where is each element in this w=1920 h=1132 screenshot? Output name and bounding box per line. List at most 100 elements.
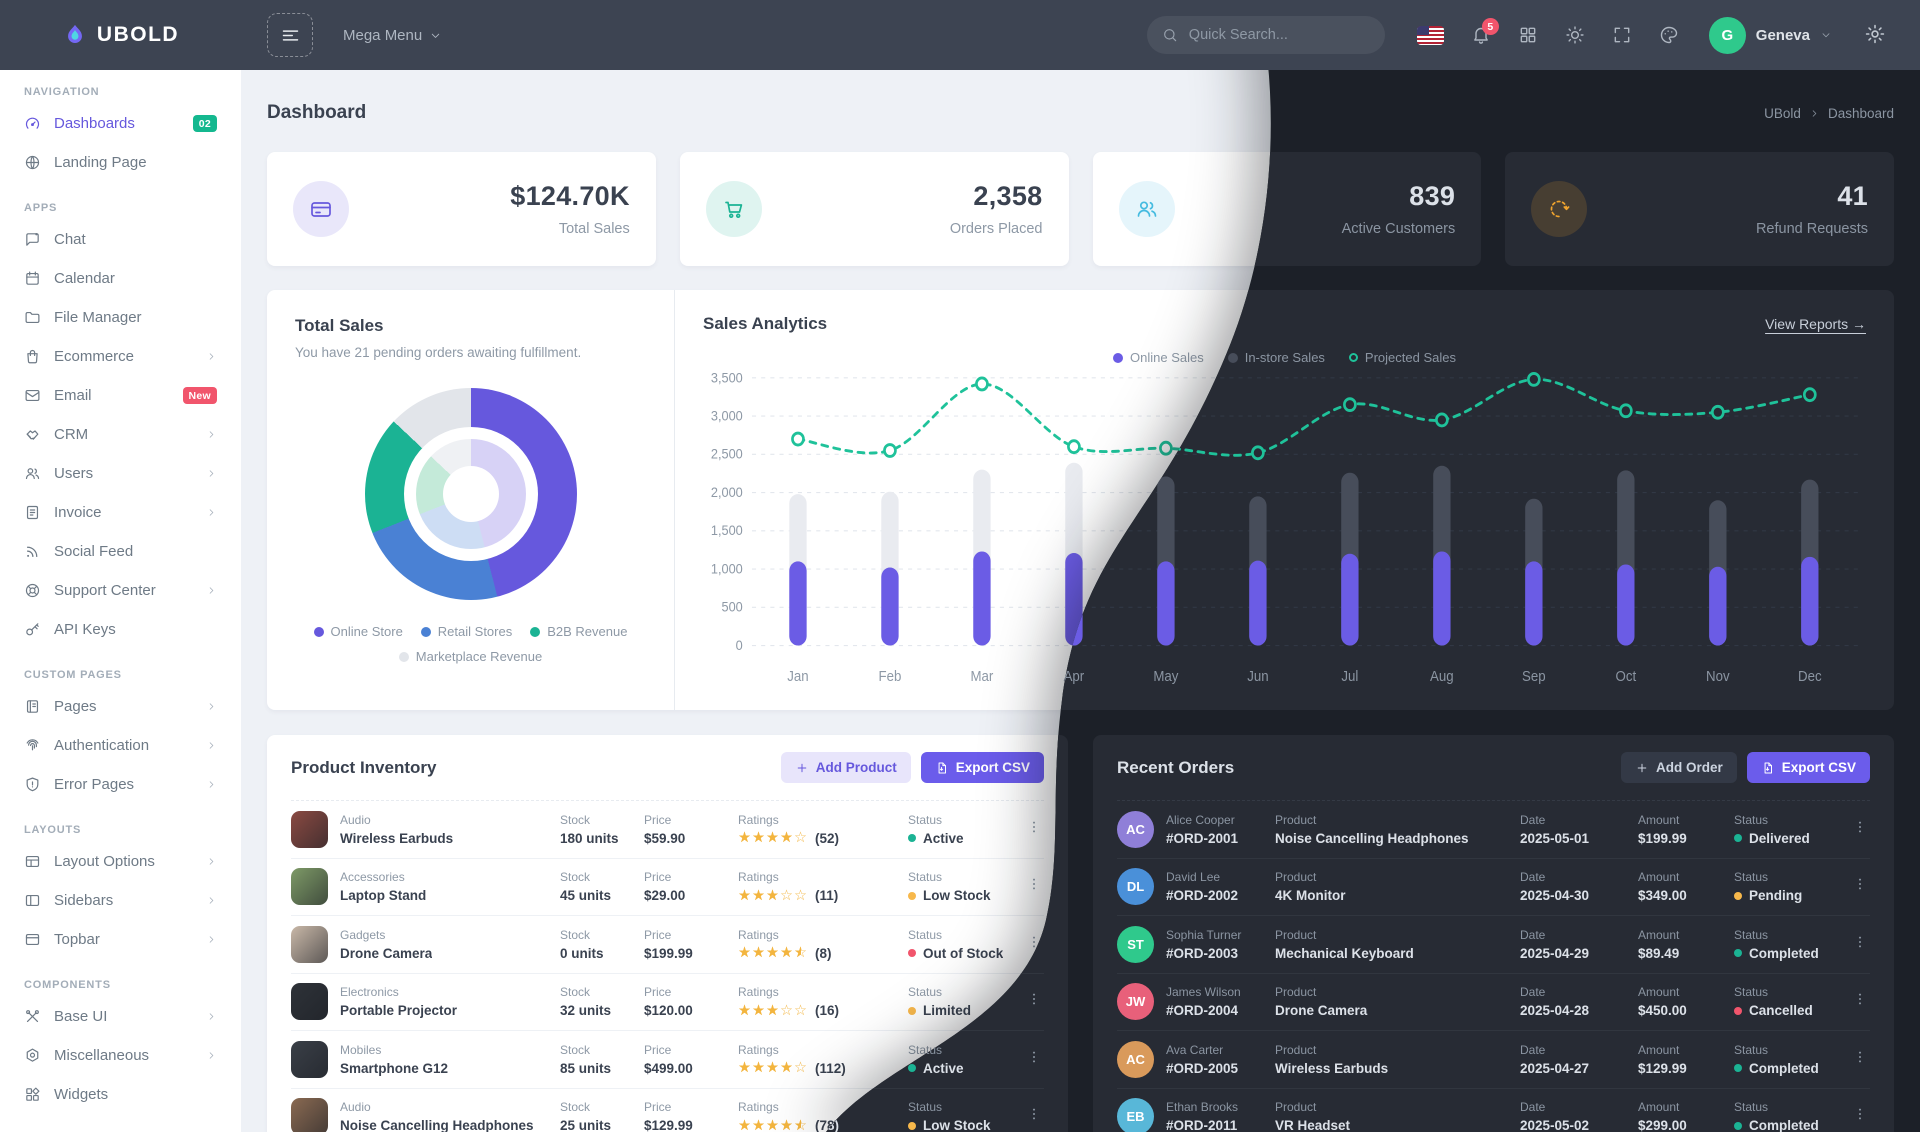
product-name: Portable Projector xyxy=(340,1003,458,1019)
row-actions-button[interactable] xyxy=(1852,876,1870,897)
sidebar-item-crm[interactable]: CRM xyxy=(0,415,241,454)
row-actions-button[interactable] xyxy=(1026,991,1044,1012)
view-reports-link[interactable]: View Reports → xyxy=(1765,316,1866,332)
language-flag[interactable] xyxy=(1416,25,1444,45)
breadcrumb-root[interactable]: UBold xyxy=(1764,105,1801,121)
product-inventory-title: Product Inventory xyxy=(291,757,437,777)
export-csv-button[interactable]: Export CSV xyxy=(1746,752,1870,783)
product-category: Mobiles xyxy=(340,1042,382,1057)
users-icon xyxy=(24,465,41,482)
row-actions-button[interactable] xyxy=(1852,934,1870,955)
order-id: #ORD-2002 xyxy=(1166,888,1239,904)
row-actions-button[interactable] xyxy=(1026,876,1044,897)
menu-toggle-button[interactable] xyxy=(267,13,313,57)
sidebar-item-label: Calendar xyxy=(54,270,115,287)
add-order-button[interactable]: Add Order xyxy=(1620,752,1737,783)
sidebar-item-dashboards[interactable]: Dashboards 02 xyxy=(0,104,241,143)
status-badge: Completed xyxy=(1749,945,1819,961)
sidebar-item-landing-page[interactable]: Landing Page xyxy=(0,143,241,182)
sidebar-item-layout-options[interactable]: Layout Options xyxy=(0,842,241,881)
product-category: Electronics xyxy=(340,985,399,1000)
crm-icon xyxy=(24,426,41,443)
status-dot xyxy=(1734,1064,1742,1073)
legend-item-marketplace-revenue[interactable]: Marketplace Revenue xyxy=(398,649,542,664)
sidebar-item-chat[interactable]: Chat xyxy=(0,220,241,259)
error-pages-icon xyxy=(24,776,41,793)
row-actions-button[interactable] xyxy=(1026,1106,1044,1127)
sales-analytics-chart: 0 500 1,000 1,500 2,000 2,500 3,000 3,500 Jan Feb… xyxy=(703,369,1866,692)
legend-item-online-sales[interactable]: Online Sales xyxy=(1113,350,1204,365)
sidebar-item-invoice[interactable]: Invoice xyxy=(0,493,241,532)
fullscreen-button[interactable] xyxy=(1612,25,1632,45)
order-product: Wireless Earbuds xyxy=(1275,1060,1389,1076)
sidebar-item-social-feed[interactable]: Social Feed xyxy=(0,532,241,571)
apps-grid-button[interactable] xyxy=(1518,25,1538,45)
sidebar-item-label: File Manager xyxy=(54,309,142,326)
sidebar-item-pages[interactable]: Pages xyxy=(0,687,241,726)
legend-item-in-store-sales[interactable]: In-store Sales xyxy=(1227,350,1325,365)
sidebar-section-label: LAYOUTS xyxy=(24,824,82,836)
sidebar-item-sidebars[interactable]: Sidebars xyxy=(0,881,241,920)
search-input[interactable] xyxy=(1186,26,1370,44)
row-actions-button[interactable] xyxy=(1852,1106,1870,1127)
order-product: Drone Camera xyxy=(1275,1003,1368,1019)
sidebar-item-support-center[interactable]: Support Center xyxy=(0,571,241,610)
sidebar-item-base-ui[interactable]: Base UI xyxy=(0,997,241,1036)
sidebar-item-ecommerce[interactable]: Ecommerce xyxy=(0,337,241,376)
stat-value: 839 xyxy=(1409,181,1456,211)
legend-dot xyxy=(1113,352,1123,363)
rating-count: (52) xyxy=(815,830,840,846)
sidebar-item-authentication[interactable]: Authentication xyxy=(0,726,241,765)
notifications-button[interactable]: 5 xyxy=(1471,18,1499,45)
svg-text:Dec: Dec xyxy=(1798,667,1822,684)
legend-item-retail-stores[interactable]: Retail Stores xyxy=(420,624,512,639)
recent-orders-title: Recent Orders xyxy=(1117,757,1235,777)
sidebar-item-api-keys[interactable]: API Keys xyxy=(0,610,241,649)
sidebar-item-calendar[interactable]: Calendar xyxy=(0,259,241,298)
row-actions-button[interactable] xyxy=(1026,819,1044,840)
sidebar-item-email[interactable]: Email New xyxy=(0,376,241,415)
legend-dot xyxy=(530,626,541,637)
stock-value: 0 units xyxy=(560,945,604,961)
order-amount: $299.00 xyxy=(1638,1118,1687,1132)
layout-options-icon xyxy=(24,853,41,870)
legend-item-b2b-revenue[interactable]: B2B Revenue xyxy=(530,624,627,639)
logo[interactable]: UBOLD xyxy=(0,22,241,48)
status-dot xyxy=(1734,834,1742,843)
user-menu[interactable]: G Geneva xyxy=(1708,16,1832,54)
search-box xyxy=(1146,16,1385,54)
add-product-button[interactable]: Add Product xyxy=(780,752,911,783)
mega-menu[interactable]: Mega Menu xyxy=(343,27,442,44)
sidebar-item-users[interactable]: Users xyxy=(0,454,241,493)
refund-icon xyxy=(1547,197,1571,221)
theme-toggle-button[interactable] xyxy=(1565,25,1585,45)
price-value: $499.00 xyxy=(644,1060,693,1076)
row-actions-button[interactable] xyxy=(1852,1049,1870,1070)
sidebar-item-widgets[interactable]: Widgets xyxy=(0,1075,241,1114)
order-product: Mechanical Keyboard xyxy=(1275,945,1414,961)
row-actions-button[interactable] xyxy=(1852,991,1870,1012)
order-id: #ORD-2011 xyxy=(1166,1118,1238,1132)
table-row: ST Sophia Turner #ORD-2003 Product Mechan… xyxy=(1117,916,1870,974)
kebab-icon xyxy=(1026,1049,1042,1065)
theme-customizer-button[interactable] xyxy=(1659,25,1679,45)
product-thumbnail xyxy=(291,1098,328,1132)
stat-label: Refund Requests xyxy=(1755,221,1868,237)
rating-count: (78) xyxy=(815,1118,840,1132)
row-actions-button[interactable] xyxy=(1026,934,1044,955)
legend-item-online-store[interactable]: Online Store xyxy=(313,624,403,639)
row-actions-button[interactable] xyxy=(1026,1049,1044,1070)
row-actions-button[interactable] xyxy=(1852,819,1870,840)
stat-icon-wrap xyxy=(1531,181,1588,237)
svg-text:Oct: Oct xyxy=(1616,667,1637,684)
sidebar-item-miscellaneous[interactable]: Miscellaneous xyxy=(0,1036,241,1075)
palette-icon xyxy=(1659,25,1679,45)
sidebar-item-topbar[interactable]: Topbar xyxy=(0,920,241,959)
sidebar-item-error-pages[interactable]: Error Pages xyxy=(0,765,241,804)
export-csv-button[interactable]: Export CSV xyxy=(920,752,1044,783)
status-dot xyxy=(1734,949,1742,958)
settings-button[interactable] xyxy=(1858,22,1892,49)
sidebar-item-file-manager[interactable]: File Manager xyxy=(0,298,241,337)
svg-text:Jul: Jul xyxy=(1341,667,1358,684)
legend-item-projected-sales[interactable]: Projected Sales xyxy=(1348,350,1456,365)
